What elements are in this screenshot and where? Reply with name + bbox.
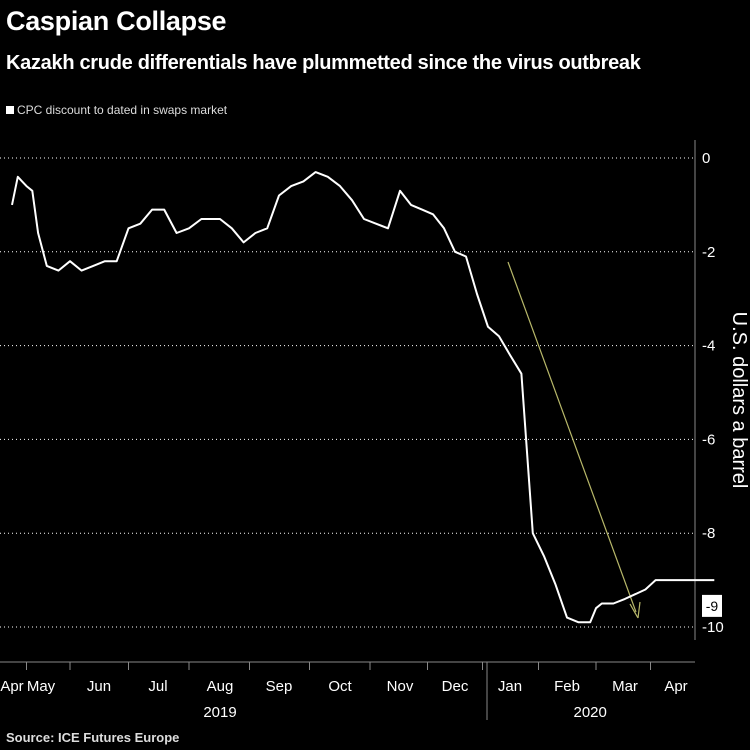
x-tick-label: Jun — [87, 678, 111, 695]
series-line — [11, 171, 715, 624]
y-tick-label: -10 — [702, 619, 724, 636]
source-note: Source: ICE Futures Europe — [6, 730, 180, 745]
x-tick-label: Apr — [0, 678, 23, 695]
trend-arrow-line — [507, 261, 637, 613]
x-tick-label: Dec — [442, 678, 469, 695]
y-tick-label: -8 — [702, 525, 715, 542]
y-tick-label: -2 — [702, 244, 715, 261]
x-tick-label: Jul — [148, 678, 167, 695]
y-axis-title: U.S. dollars a barrel — [728, 312, 750, 489]
x-tick-label: Aug — [207, 678, 234, 695]
y-tick-label: -6 — [702, 431, 715, 448]
x-tick-label: Apr — [664, 678, 687, 695]
trend-arrow-head — [629, 601, 641, 619]
x-tick-label: Mar — [612, 678, 638, 695]
x-tick-label: Sep — [266, 678, 293, 695]
x-tick-label: Jan — [498, 678, 522, 695]
y-tick-label: -4 — [702, 338, 715, 355]
last-value-label: -9 — [706, 598, 719, 614]
x-year-label: 2019 — [203, 704, 236, 721]
y-tick-label: 0 — [702, 150, 710, 167]
x-tick-label: Feb — [554, 678, 580, 695]
legend-label: CPC discount to dated in swaps market — [17, 103, 228, 117]
chart-title: Caspian Collapse — [6, 6, 227, 36]
chart-subtitle: Kazakh crude differentials have plummett… — [6, 52, 641, 74]
x-year-label: 2020 — [574, 704, 607, 721]
last-value-badge — [702, 594, 722, 617]
legend: CPC discount to dated in swaps market — [6, 103, 227, 117]
x-tick-label: Oct — [328, 678, 352, 695]
x-tick-label: Nov — [387, 678, 414, 695]
legend-swatch — [6, 106, 14, 114]
x-tick-label: May — [27, 678, 56, 695]
